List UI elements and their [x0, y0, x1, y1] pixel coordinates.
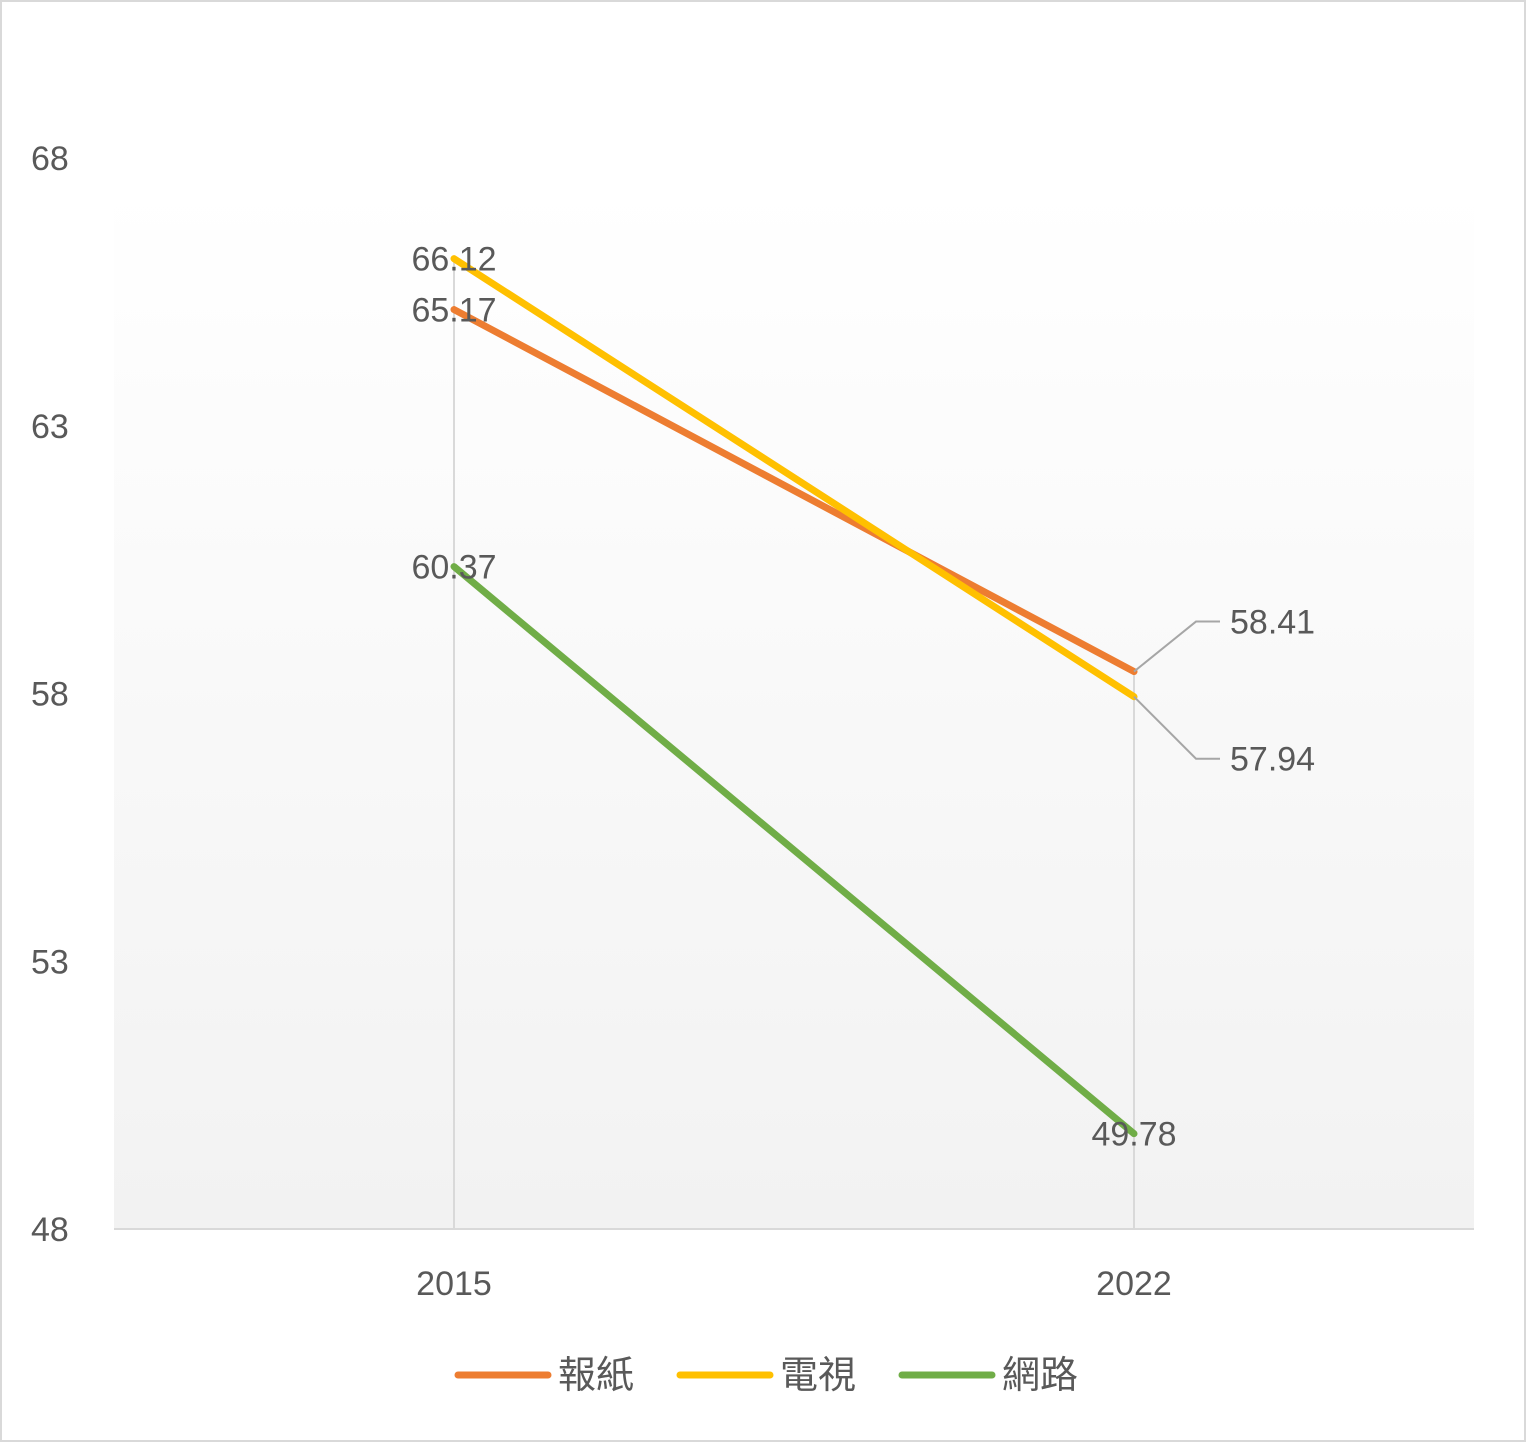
y-tick-label-3: 63 — [31, 408, 69, 446]
y-tick-label-4: 68 — [31, 140, 69, 178]
x-tick-label-0: 2015 — [416, 1265, 492, 1303]
data-label-0-1: 58.41 — [1230, 604, 1315, 642]
y-tick-label-0: 48 — [31, 1211, 69, 1249]
y-tick-label-1: 53 — [31, 943, 69, 981]
x-tick-label-1: 2022 — [1096, 1265, 1172, 1303]
data-label-1-1: 57.94 — [1230, 741, 1315, 779]
data-label-2-1: 49.78 — [1091, 1116, 1176, 1154]
data-label-1-0: 66.12 — [411, 241, 496, 279]
legend-label-2: 網路 — [1002, 1353, 1078, 1397]
legend-label-1: 電視 — [780, 1353, 856, 1397]
leader-line-0 — [1133, 620, 1220, 673]
series-line-0 — [450, 306, 1138, 676]
data-label-2-0: 60.37 — [411, 549, 496, 587]
plot-area — [114, 187, 1474, 1229]
legend-label-0: 報紙 — [558, 1353, 634, 1397]
series-line-2 — [450, 563, 1138, 1138]
y-tick-label-2: 58 — [31, 676, 69, 714]
data-label-0-0: 65.17 — [411, 292, 496, 330]
series-line-1 — [450, 255, 1138, 701]
leader-line-1 — [1133, 696, 1220, 760]
